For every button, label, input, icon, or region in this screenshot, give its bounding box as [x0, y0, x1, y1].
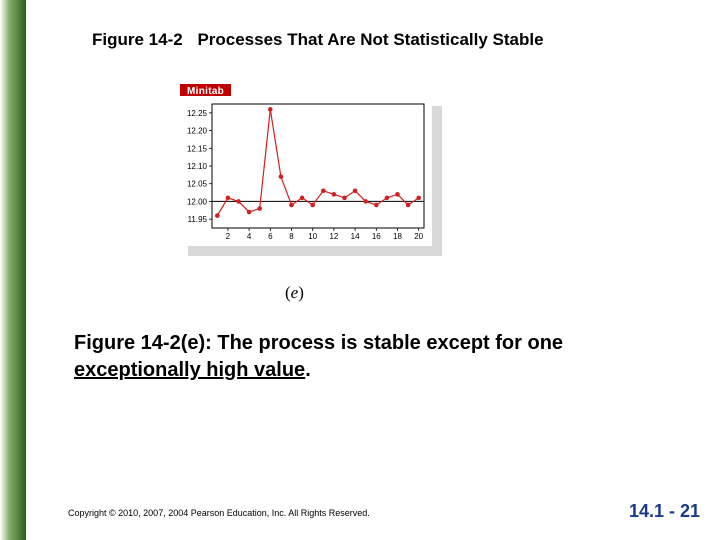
svg-text:4: 4	[247, 232, 252, 241]
svg-text:6: 6	[268, 232, 273, 241]
svg-text:18: 18	[393, 232, 402, 241]
svg-text:11.95: 11.95	[188, 215, 208, 224]
svg-text:16: 16	[372, 232, 381, 241]
svg-text:12.05: 12.05	[187, 180, 208, 189]
control-chart: 11.95 12.00 12.05 12.10 12.15 12.20 12.25 2 4 6 8 1…	[178, 96, 432, 246]
svg-text:14: 14	[351, 232, 360, 241]
figure-title: Processes That Are Not Statistically Sta…	[197, 30, 543, 49]
svg-text:12.15: 12.15	[187, 144, 208, 153]
svg-text:10: 10	[308, 232, 317, 241]
svg-text:12.00: 12.00	[187, 197, 208, 206]
figure-number: Figure 14-2	[92, 30, 183, 49]
svg-text:12: 12	[329, 232, 338, 241]
caption: Figure 14-2(e): The process is stable ex…	[74, 330, 690, 384]
slide-title: Figure 14-2 Processes That Are Not Stati…	[92, 30, 544, 50]
page-number: 14.1 - 21	[629, 501, 700, 522]
svg-text:12.10: 12.10	[187, 162, 208, 171]
subfigure-label: (e)	[285, 283, 304, 303]
copyright-text: Copyright © 2010, 2007, 2004 Pearson Edu…	[68, 508, 370, 518]
svg-text:12.25: 12.25	[187, 109, 208, 118]
caption-lead: Figure 14-2(e): The process is stable ex…	[74, 332, 563, 354]
caption-underlined: exceptionally high value	[74, 359, 305, 381]
svg-text:2: 2	[226, 232, 231, 241]
svg-text:12.20: 12.20	[187, 127, 208, 136]
svg-text:8: 8	[289, 232, 294, 241]
green-sidebar	[0, 0, 26, 540]
slide: Figure 14-2 Processes That Are Not Stati…	[0, 0, 720, 540]
svg-text:20: 20	[414, 232, 423, 241]
caption-tail: .	[305, 359, 311, 381]
